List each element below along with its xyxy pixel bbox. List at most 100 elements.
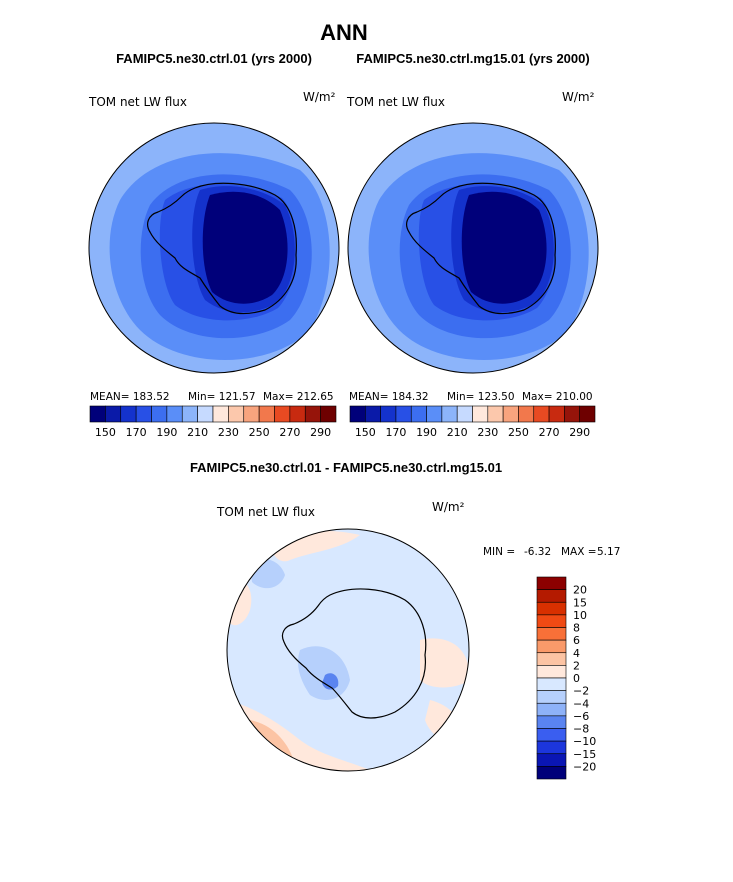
left-colorbar-swatch-8 <box>212 405 229 423</box>
left-colorbar-swatch-6 <box>181 405 198 423</box>
left-map-units-label: W/m² <box>303 90 336 104</box>
right-colorbar-tick-label: 230 <box>477 426 498 439</box>
difference-colorbar-tick-label: −15 <box>573 748 596 761</box>
left-map: TOM net LW flux W/m² MEAN= 183.52 Min= 1… <box>88 90 340 439</box>
left-colorbar-swatch-4 <box>151 405 168 423</box>
left-panel-subtitle: FAMIPC5.ne30.ctrl.01 (yrs 2000) <box>116 51 312 66</box>
difference-colorbar-tick-label: 8 <box>573 622 580 635</box>
right-colorbar-swatch-7 <box>456 405 473 423</box>
difference-colorbar-swatch-5 <box>536 639 567 654</box>
difference-variable-label: TOM net LW flux <box>216 505 315 519</box>
left-colorbar-tick-label: 210 <box>187 426 208 439</box>
left-colorbar-swatch-13 <box>289 405 306 423</box>
difference-colorbar-tick-label: 2 <box>573 659 580 672</box>
left-colorbar: 150 170 190 210 230 250 270 290 <box>89 405 337 439</box>
difference-colorbar-swatch-15 <box>536 766 567 780</box>
left-colorbar-tick-label: 150 <box>95 426 116 439</box>
right-colorbar-swatch-13 <box>548 405 565 423</box>
difference-min-value: -6.32 <box>524 546 551 558</box>
left-min-stat: Min= 121.57 <box>188 391 256 403</box>
left-colorbar-tick-label: 170 <box>126 426 147 439</box>
right-colorbar-swatch-2 <box>380 405 397 423</box>
right-colorbar-swatch-1 <box>365 405 381 423</box>
right-colorbar-swatch-10 <box>502 405 519 423</box>
left-max-stat: Max= 212.65 <box>263 391 334 403</box>
left-colorbar-swatch-2 <box>120 405 137 423</box>
right-colorbar-swatch-8 <box>472 405 489 423</box>
right-colorbar-tick-label: 170 <box>385 426 406 439</box>
right-map-units-label: W/m² <box>562 90 595 104</box>
right-colorbar-swatch-9 <box>487 405 504 423</box>
right-colorbar-swatch-12 <box>533 405 550 423</box>
right-colorbar-swatch-11 <box>518 405 535 423</box>
difference-colorbar-swatch-8 <box>536 677 567 691</box>
right-colorbar-swatch-4 <box>410 405 427 423</box>
difference-units-label: W/m² <box>432 500 465 514</box>
difference-colorbar-tick-label: 6 <box>573 634 580 647</box>
right-colorbar-swatch-14 <box>564 405 580 423</box>
difference-colorbar-swatch-13 <box>536 740 567 755</box>
difference-colorbar-tick-label: 10 <box>573 609 587 622</box>
difference-map: TOM net LW flux W/m² MIN = -6.32 MAX = 5… <box>216 500 620 780</box>
right-min-stat: Min= 123.50 <box>447 391 515 403</box>
difference-colorbar-swatch-12 <box>536 728 567 742</box>
right-colorbar-swatch-5 <box>426 405 443 423</box>
right-colorbar-swatch-3 <box>395 405 412 423</box>
right-map-variable-label: TOM net LW flux <box>346 95 445 109</box>
difference-colorbar-swatch-11 <box>536 715 567 729</box>
difference-colorbar-tick-label: −2 <box>573 685 589 698</box>
right-colorbar-swatch-6 <box>441 405 458 423</box>
left-map-variable-label: TOM net LW flux <box>88 95 187 109</box>
figure-title: ANN <box>320 20 368 45</box>
left-colorbar-swatch-15 <box>320 405 337 423</box>
difference-colorbar-swatch-2 <box>536 601 567 616</box>
left-colorbar-swatch-3 <box>135 405 152 423</box>
difference-colorbar-swatch-1 <box>536 589 567 603</box>
difference-colorbar-tick-label: 4 <box>573 647 580 660</box>
left-colorbar-swatch-7 <box>197 405 214 423</box>
difference-colorbar-swatch-6 <box>536 652 567 666</box>
right-mean-stat: MEAN= 184.32 <box>349 391 429 403</box>
right-max-stat: Max= 210.00 <box>522 391 593 403</box>
right-colorbar-tick-label: 210 <box>447 426 468 439</box>
right-colorbar-tick-label: 250 <box>508 426 529 439</box>
difference-colorbar-tick-label: −4 <box>573 697 589 710</box>
difference-min-label: MIN = <box>483 546 515 558</box>
right-map: TOM net LW flux W/m² MEAN= 184.32 Min= 1… <box>346 90 599 439</box>
left-colorbar-tick-label: 230 <box>218 426 239 439</box>
right-colorbar-tick-label: 290 <box>569 426 590 439</box>
left-colorbar-swatch-1 <box>105 405 122 423</box>
difference-colorbar-swatch-14 <box>536 753 567 767</box>
difference-colorbar-swatch-0 <box>536 576 567 590</box>
left-colorbar-tick-label: 190 <box>156 426 177 439</box>
right-colorbar-swatch-0 <box>349 405 366 423</box>
difference-max-label: MAX = <box>561 546 597 558</box>
difference-colorbar-swatch-10 <box>536 702 567 717</box>
difference-colorbar-swatch-7 <box>536 665 567 679</box>
right-panel-subtitle: FAMIPC5.ne30.ctrl.mg15.01 (yrs 2000) <box>356 51 589 66</box>
left-colorbar-tick-label: 250 <box>249 426 270 439</box>
left-colorbar-tick-label: 290 <box>310 426 331 439</box>
right-colorbar-tick-label: 150 <box>355 426 376 439</box>
right-colorbar-tick-label: 270 <box>539 426 560 439</box>
left-colorbar-swatch-11 <box>258 405 275 423</box>
difference-colorbar-swatch-4 <box>536 627 567 641</box>
right-colorbar: 150 170 190 210 230 250 270 290 <box>349 405 596 439</box>
difference-colorbar-swatch-9 <box>536 690 567 704</box>
left-colorbar-swatch-9 <box>228 405 245 423</box>
difference-colorbar-tick-label: 20 <box>573 584 587 597</box>
left-colorbar-swatch-12 <box>274 405 291 423</box>
difference-max-value: 5.17 <box>597 546 620 558</box>
difference-colorbar-tick-label: −10 <box>573 735 596 748</box>
right-colorbar-tick-label: 190 <box>416 426 437 439</box>
left-mean-stat: MEAN= 183.52 <box>90 391 170 403</box>
left-colorbar-swatch-5 <box>166 405 183 423</box>
difference-colorbar-swatch-3 <box>536 614 567 628</box>
left-colorbar-tick-label: 270 <box>279 426 300 439</box>
left-colorbar-swatch-14 <box>304 405 321 423</box>
right-colorbar-swatch-15 <box>579 405 596 423</box>
difference-colorbar-tick-label: −6 <box>573 710 589 723</box>
difference-colorbar-tick-label: 0 <box>573 672 580 685</box>
